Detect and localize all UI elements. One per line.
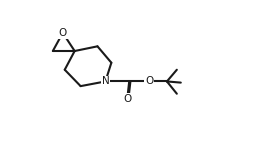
Text: O: O [123, 94, 131, 104]
Text: N: N [102, 76, 109, 86]
Text: O: O [145, 76, 153, 86]
Text: O: O [59, 28, 67, 38]
